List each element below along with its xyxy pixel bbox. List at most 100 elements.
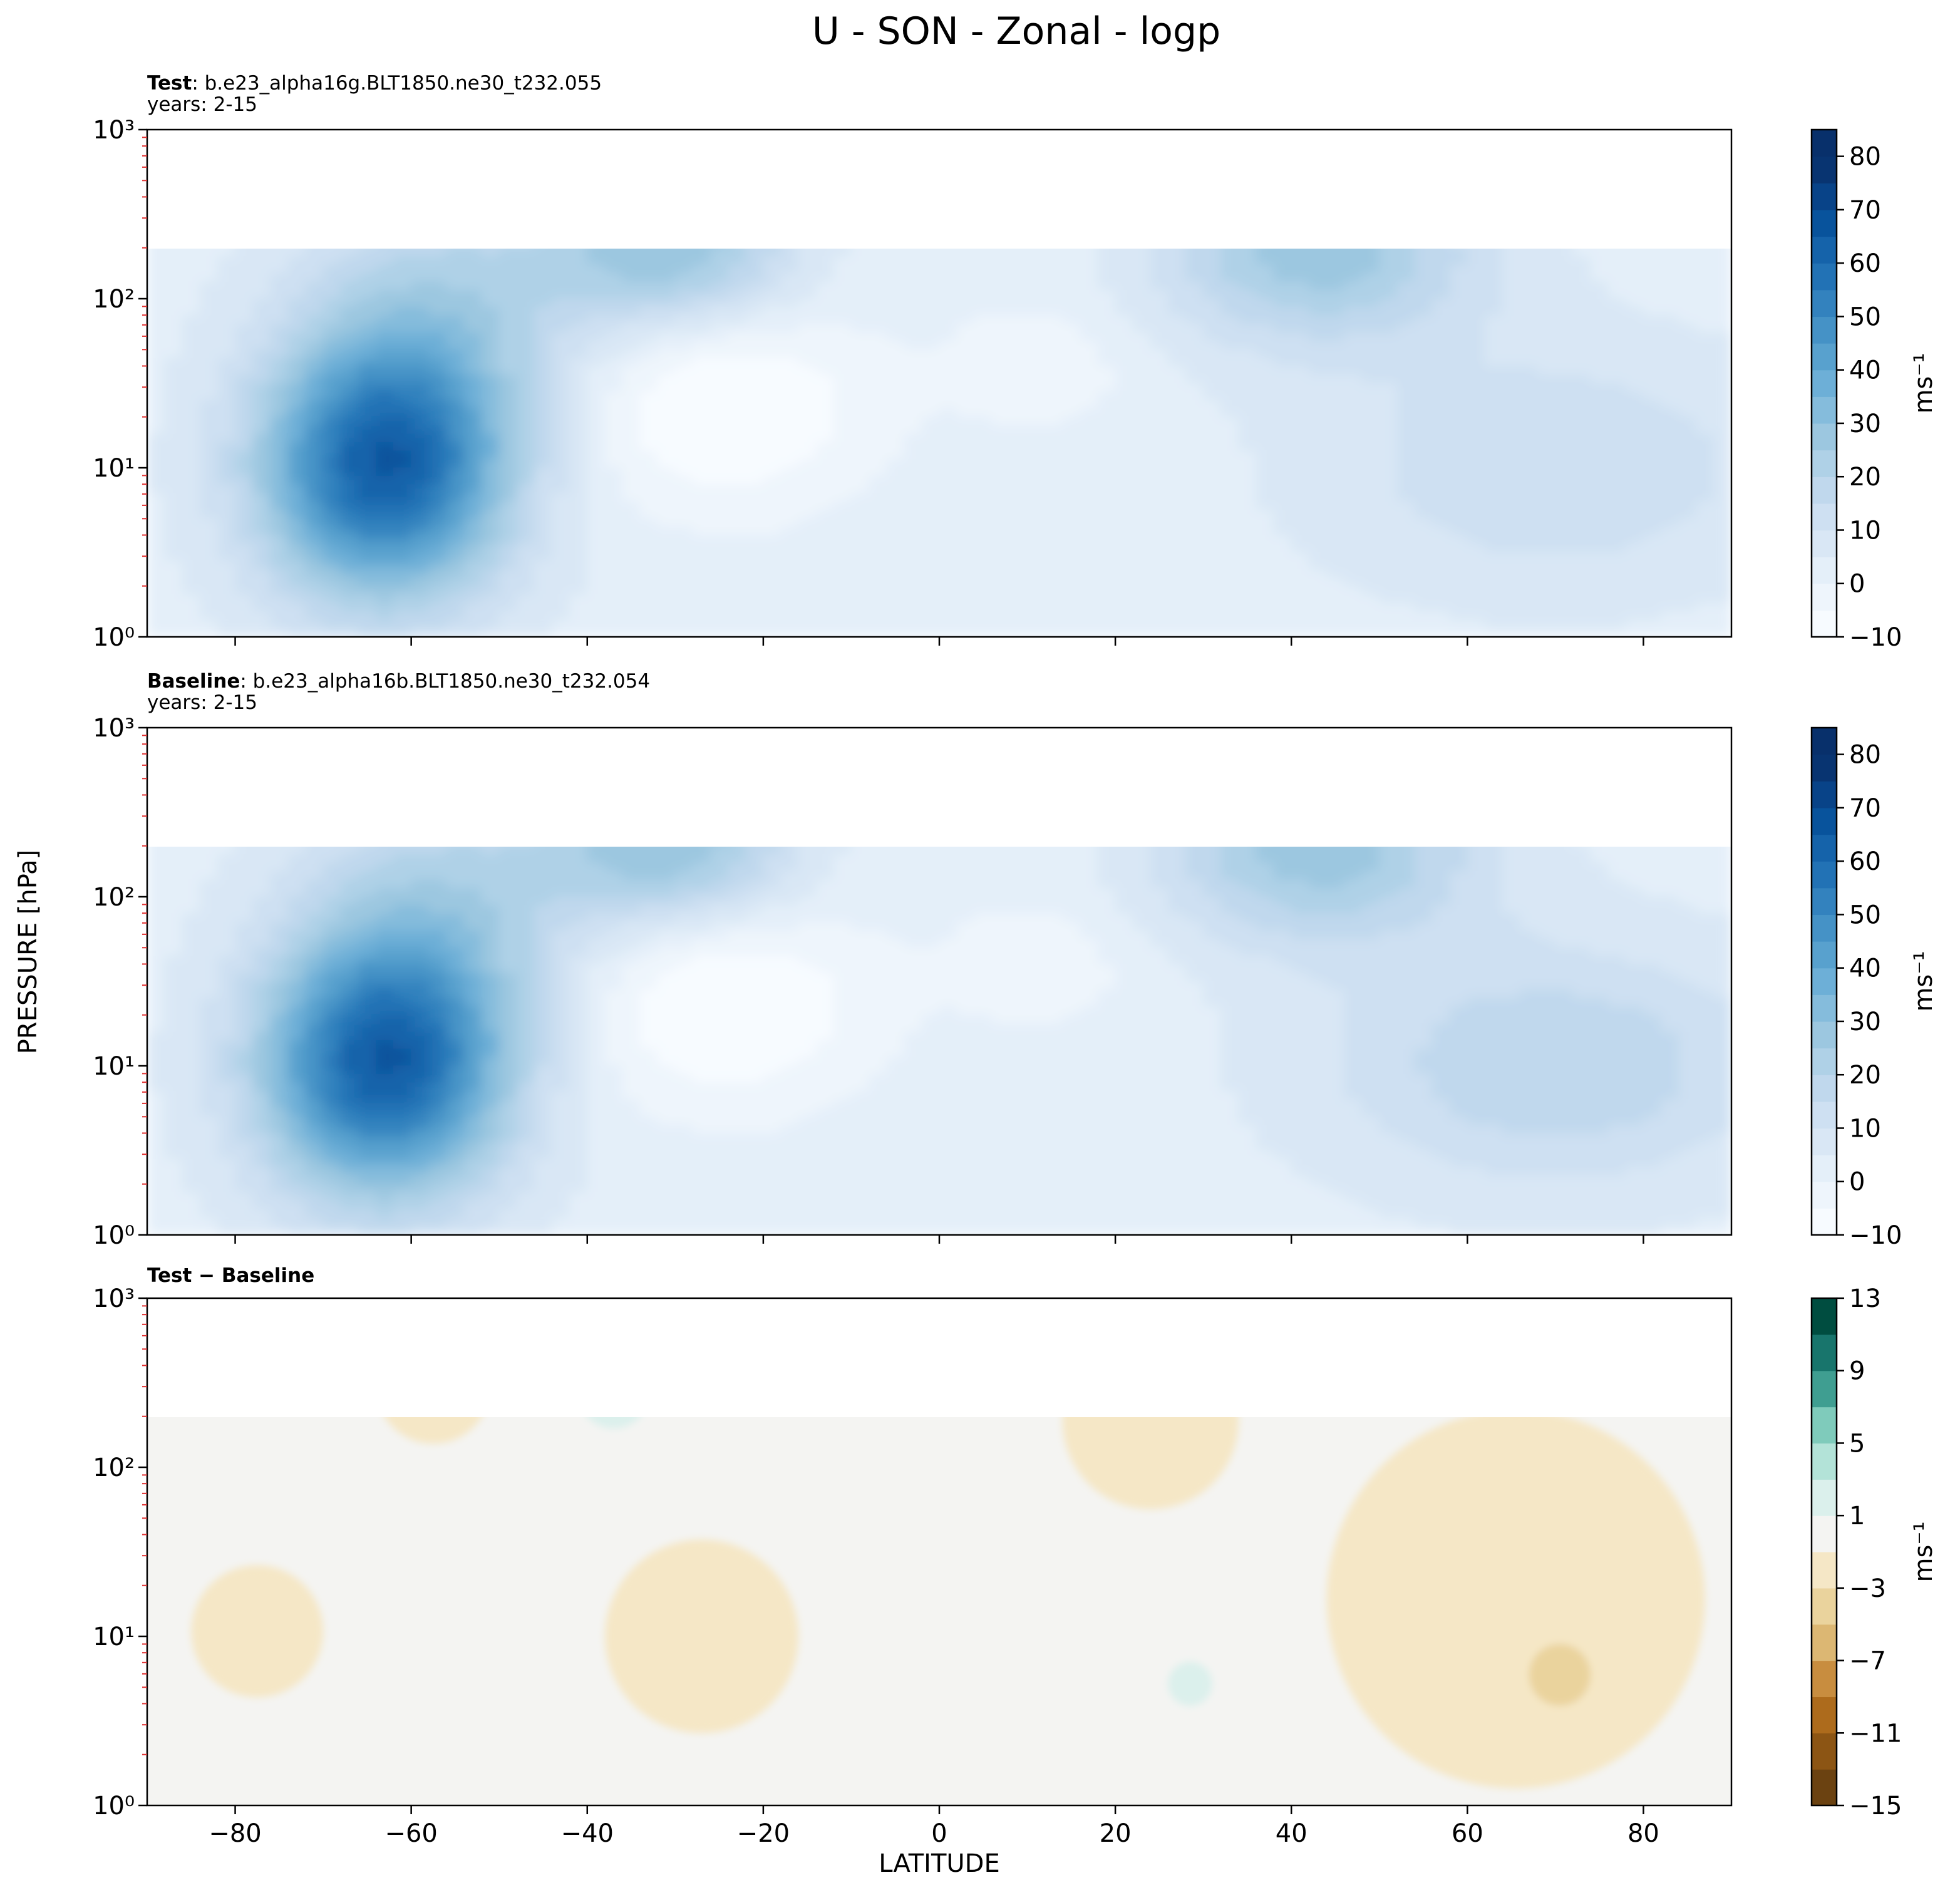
contour-cell bbox=[199, 281, 218, 291]
contour-cell bbox=[1555, 450, 1574, 460]
contour-cell bbox=[428, 256, 447, 266]
contour-cell bbox=[657, 628, 676, 637]
contour-cell bbox=[428, 628, 447, 637]
contour-cell bbox=[147, 366, 165, 375]
contour-cell bbox=[1185, 391, 1204, 401]
contour-cell bbox=[1520, 493, 1539, 502]
contour-cell bbox=[217, 391, 236, 401]
contour-cell bbox=[446, 594, 465, 604]
contour-cell bbox=[252, 307, 271, 316]
contour-cell bbox=[1326, 493, 1345, 502]
contour-cell bbox=[886, 569, 905, 578]
contour-cell bbox=[340, 281, 359, 291]
contour-cell bbox=[1256, 425, 1274, 435]
contour-cell bbox=[1097, 594, 1116, 604]
contour-cell bbox=[358, 501, 376, 510]
contour-cell bbox=[745, 290, 764, 299]
contour-cell bbox=[411, 324, 430, 333]
contour-cell bbox=[1344, 307, 1363, 316]
contour-cell bbox=[728, 408, 746, 418]
contour-cell bbox=[1344, 374, 1363, 384]
contour-cell bbox=[692, 493, 711, 502]
contour-cell bbox=[921, 586, 940, 595]
contour-cell bbox=[463, 577, 482, 587]
contour-cell bbox=[886, 366, 905, 375]
contour-cell bbox=[1027, 450, 1046, 460]
contour-cell bbox=[1097, 391, 1116, 401]
contour-cell bbox=[798, 467, 817, 477]
contour-cell bbox=[147, 307, 165, 316]
contour-cell bbox=[692, 273, 711, 282]
contour-cell bbox=[1555, 256, 1574, 266]
contour-cell bbox=[1238, 324, 1257, 333]
contour-cell bbox=[252, 552, 271, 561]
contour-cell bbox=[869, 290, 887, 299]
contour-cell bbox=[1484, 256, 1504, 266]
contour-cell bbox=[182, 544, 200, 553]
contour-cell bbox=[446, 577, 465, 587]
contour-cell bbox=[1396, 586, 1415, 595]
contour-cell bbox=[904, 450, 922, 460]
contour-cell bbox=[287, 586, 306, 595]
contour-cell bbox=[569, 577, 588, 587]
contour-cell bbox=[1132, 408, 1151, 418]
contour-cell bbox=[1009, 315, 1028, 324]
contour-cell bbox=[1097, 535, 1116, 544]
contour-cell bbox=[1203, 560, 1222, 570]
contour-cell bbox=[869, 391, 887, 401]
contour-cell bbox=[780, 560, 799, 570]
contour-cell bbox=[763, 602, 781, 612]
contour-cell bbox=[287, 290, 306, 299]
contour-cell bbox=[375, 467, 395, 477]
contour-cell bbox=[710, 560, 729, 570]
contour-cell bbox=[340, 433, 359, 443]
contour-cell bbox=[534, 544, 553, 553]
contour-cell bbox=[411, 484, 430, 493]
contour-cell bbox=[1256, 273, 1274, 282]
contour-cell bbox=[956, 493, 975, 502]
contour-cell bbox=[1150, 332, 1168, 341]
contour-cell bbox=[798, 416, 817, 426]
contour-cell bbox=[1150, 400, 1168, 409]
contour-cell bbox=[1344, 594, 1363, 604]
contour-cell bbox=[1256, 341, 1274, 350]
contour-cell bbox=[1238, 594, 1257, 604]
contour-cell bbox=[639, 619, 658, 629]
contour-cell bbox=[1080, 527, 1098, 536]
contour-cell bbox=[1555, 459, 1574, 468]
contour-cell bbox=[657, 501, 676, 510]
contour-cell bbox=[1590, 450, 1609, 460]
contour-cell bbox=[1572, 298, 1591, 307]
contour-cell bbox=[393, 433, 412, 443]
contour-cell bbox=[763, 425, 781, 435]
contour-cell bbox=[815, 484, 834, 493]
contour-cell bbox=[1273, 298, 1292, 307]
contour-cell bbox=[270, 611, 289, 621]
contour-cell bbox=[1537, 324, 1556, 333]
contour-cell bbox=[1220, 425, 1239, 435]
contour-cell bbox=[516, 324, 535, 333]
contour-cell bbox=[1344, 619, 1363, 629]
contour-cell bbox=[939, 273, 957, 282]
contour-cell bbox=[534, 281, 553, 291]
contour-cell bbox=[217, 341, 236, 350]
contour-cell bbox=[1115, 510, 1133, 519]
contour-cell bbox=[1484, 247, 1504, 257]
contour-cell bbox=[569, 281, 588, 291]
contour-cell bbox=[569, 247, 588, 257]
contour-cell bbox=[1291, 493, 1309, 502]
contour-cell bbox=[1520, 332, 1539, 341]
contour-cell bbox=[657, 544, 676, 553]
contour-cell bbox=[182, 527, 200, 536]
contour-cell bbox=[904, 256, 922, 266]
contour-cell bbox=[657, 442, 676, 452]
contour-cell bbox=[498, 366, 517, 375]
contour-cell bbox=[1167, 408, 1187, 418]
contour-cell bbox=[833, 501, 852, 510]
contour-cell bbox=[1256, 391, 1274, 401]
contour-cell bbox=[498, 332, 517, 341]
contour-cell bbox=[1484, 341, 1504, 350]
contour-cell bbox=[850, 247, 870, 257]
contour-cell bbox=[446, 408, 465, 418]
contour-cell bbox=[375, 416, 395, 426]
